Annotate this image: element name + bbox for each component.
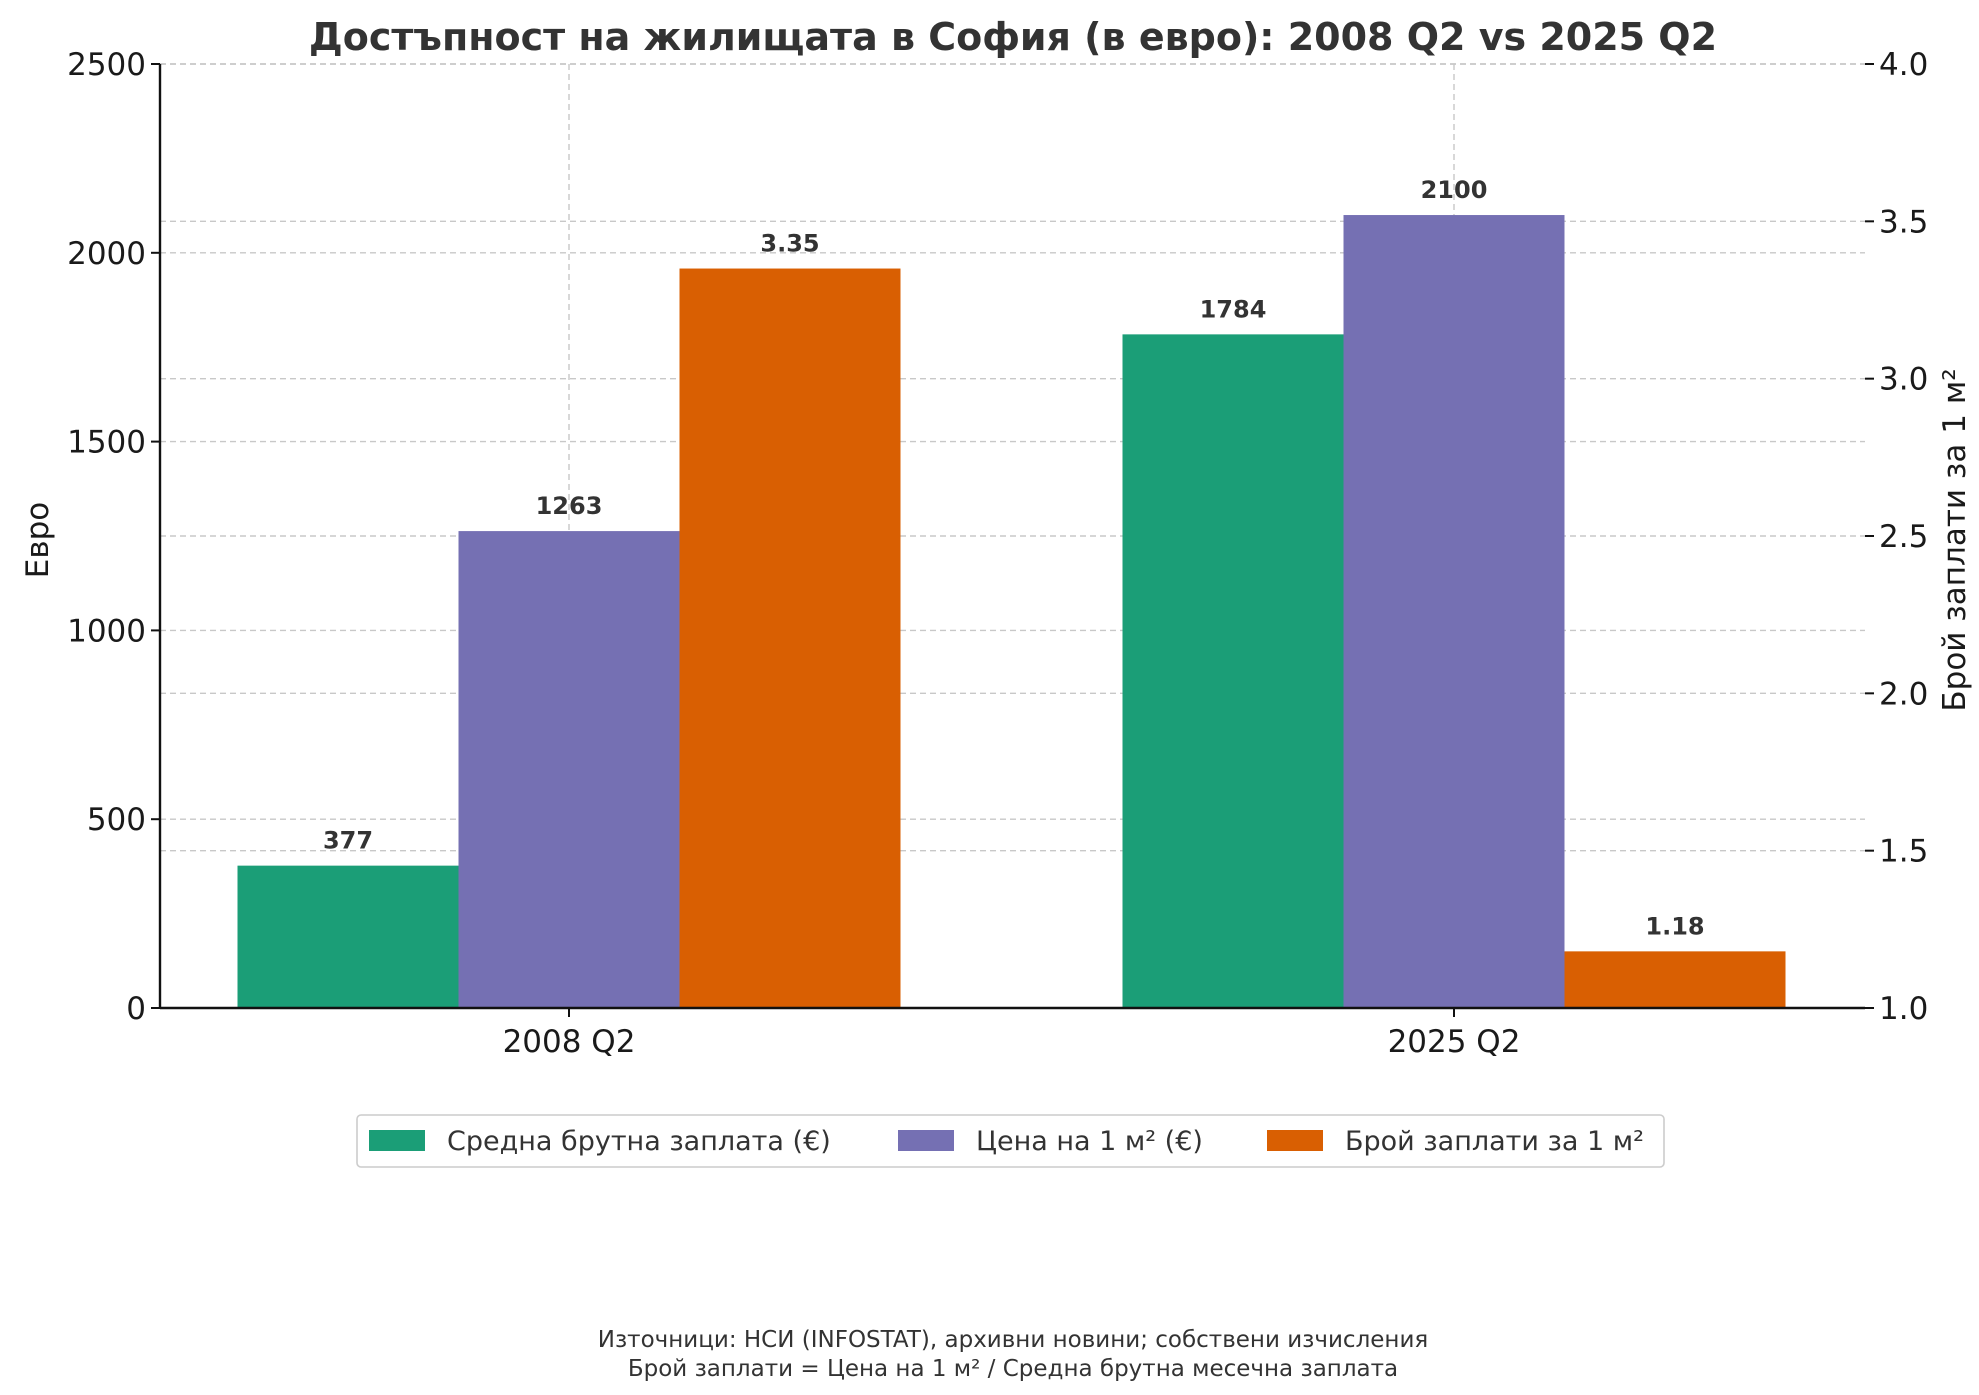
bar <box>1564 951 1786 1008</box>
y-tick-label-right: 3.0 <box>1879 362 1928 398</box>
y-tick-label-left: 500 <box>87 802 146 838</box>
legend-frame <box>356 1114 1665 1168</box>
legend-label: Брой заплати за 1 м² <box>1345 1126 1644 1157</box>
y-axis-label-right: Брой заплати за 1 м² <box>1937 368 1973 711</box>
legend-label: Средна брутна заплата (€) <box>447 1126 831 1157</box>
bar <box>1122 334 1344 1009</box>
bars <box>237 215 1786 1009</box>
y-axis-label-left: Евро <box>20 502 56 579</box>
bar <box>237 865 459 1008</box>
y-tick-label-right: 2.0 <box>1879 676 1928 712</box>
y-tick-label-right: 4.0 <box>1879 47 1928 83</box>
bar-value-label: 1784 <box>1200 295 1267 323</box>
bar-labels: 377 1784 1263 2100 3.35 1.18 <box>323 176 1705 940</box>
bar <box>679 268 901 1008</box>
bar-value-label: 3.35 <box>760 230 819 258</box>
y-tick-label-right: 3.5 <box>1879 204 1928 240</box>
x-tick-label: 2008 Q2 <box>503 1024 636 1060</box>
chart-title: Достъпност на жилищата в София (в евро):… <box>309 15 1717 59</box>
y-tick-label-left: 1000 <box>67 613 146 649</box>
y-tick-label-left: 2500 <box>67 47 146 83</box>
legend-swatch <box>898 1130 954 1151</box>
x-tick-label: 2025 Q2 <box>1388 1024 1521 1060</box>
bar-value-label: 1263 <box>536 492 603 520</box>
grid-right <box>160 63 1865 852</box>
bar-value-label: 1.18 <box>1645 912 1704 940</box>
y-tick-label-right: 1.5 <box>1879 834 1928 870</box>
y-tick-label-right: 2.5 <box>1879 519 1928 555</box>
y-tick-label-left: 2000 <box>67 236 146 272</box>
footnote-formula: Брой заплати = Цена на 1 м² / Средна бру… <box>628 1356 1398 1382</box>
y-tick-label-right: 1.0 <box>1879 991 1928 1027</box>
legend-swatch <box>369 1130 425 1151</box>
bar-value-label: 377 <box>323 827 373 855</box>
bar <box>458 531 680 1008</box>
bar <box>1343 215 1565 1009</box>
legend-swatch <box>1267 1130 1323 1151</box>
y-ticks-right: 1.0 1.5 2.0 2.5 3.0 3.5 4.0 <box>1865 47 1928 1027</box>
footnote-source: Източници: НСИ (INFOSTAT), архивни новин… <box>598 1327 1429 1353</box>
bar-value-label: 2100 <box>1421 176 1488 204</box>
y-tick-label-left: 0 <box>126 991 146 1027</box>
x-ticks: 2008 Q2 2025 Q2 <box>503 1008 1521 1060</box>
legend: Средна брутна заплата (€) Цена на 1 м² (€… <box>356 1114 1665 1168</box>
y-ticks-left: 0 500 1000 1500 2000 2500 <box>67 47 160 1027</box>
y-tick-label-left: 1500 <box>67 425 146 461</box>
legend-label: Цена на 1 м² (€) <box>976 1126 1203 1157</box>
